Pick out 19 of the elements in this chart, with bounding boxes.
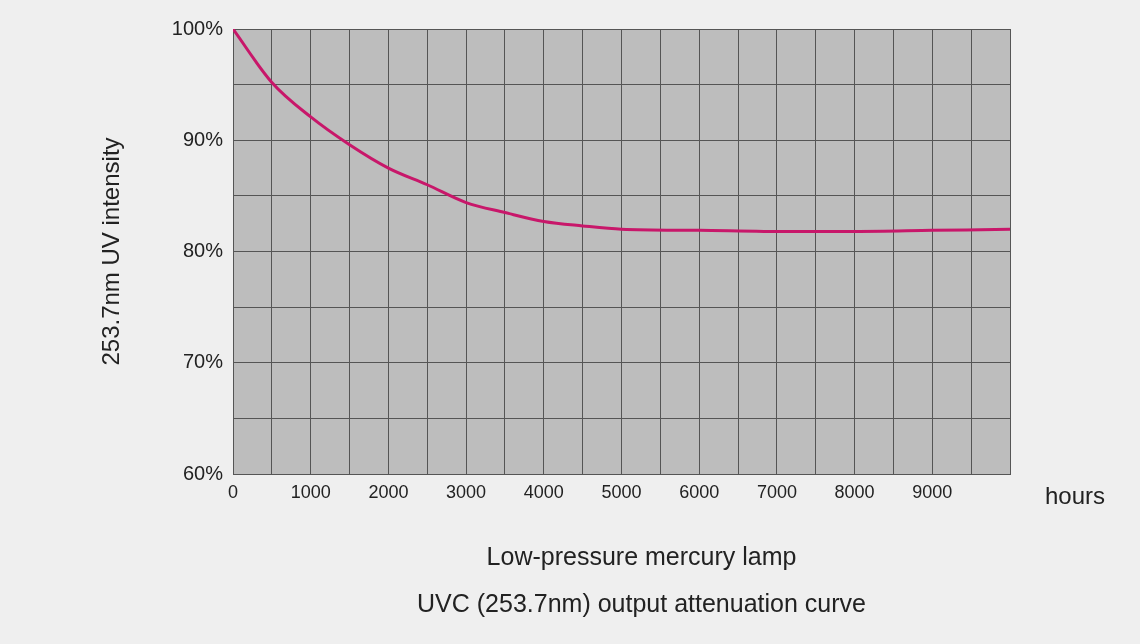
text: UVC (253.7nm) output attenuation curve [417,588,866,617]
x-tick-label: 2000 [368,481,409,502]
y-tick-label: 60% [182,461,224,484]
x-tick-label: 8000 [834,481,875,502]
x-tick-label: 5000 [601,481,642,502]
x-axis-title: hours [1044,481,1106,509]
text: Low-pressure mercury lamp [486,541,797,570]
y-tick-label: 90% [182,127,224,150]
x-tick-label: 7000 [756,481,797,502]
x-tick-label: 3000 [446,481,487,502]
y-axis-title: 253.7nm UV intensity [97,137,125,366]
x-tick-label: 1000 [290,481,331,502]
x-tick-label: 0 [227,481,239,502]
x-tick-label: 9000 [912,481,953,502]
y-tick-label: 80% [182,239,224,262]
x-tick-label: 4000 [523,481,564,502]
x-tick-label: 6000 [679,481,720,502]
y-tick-label: 100% [171,16,224,39]
y-tick-label: 70% [182,350,224,373]
